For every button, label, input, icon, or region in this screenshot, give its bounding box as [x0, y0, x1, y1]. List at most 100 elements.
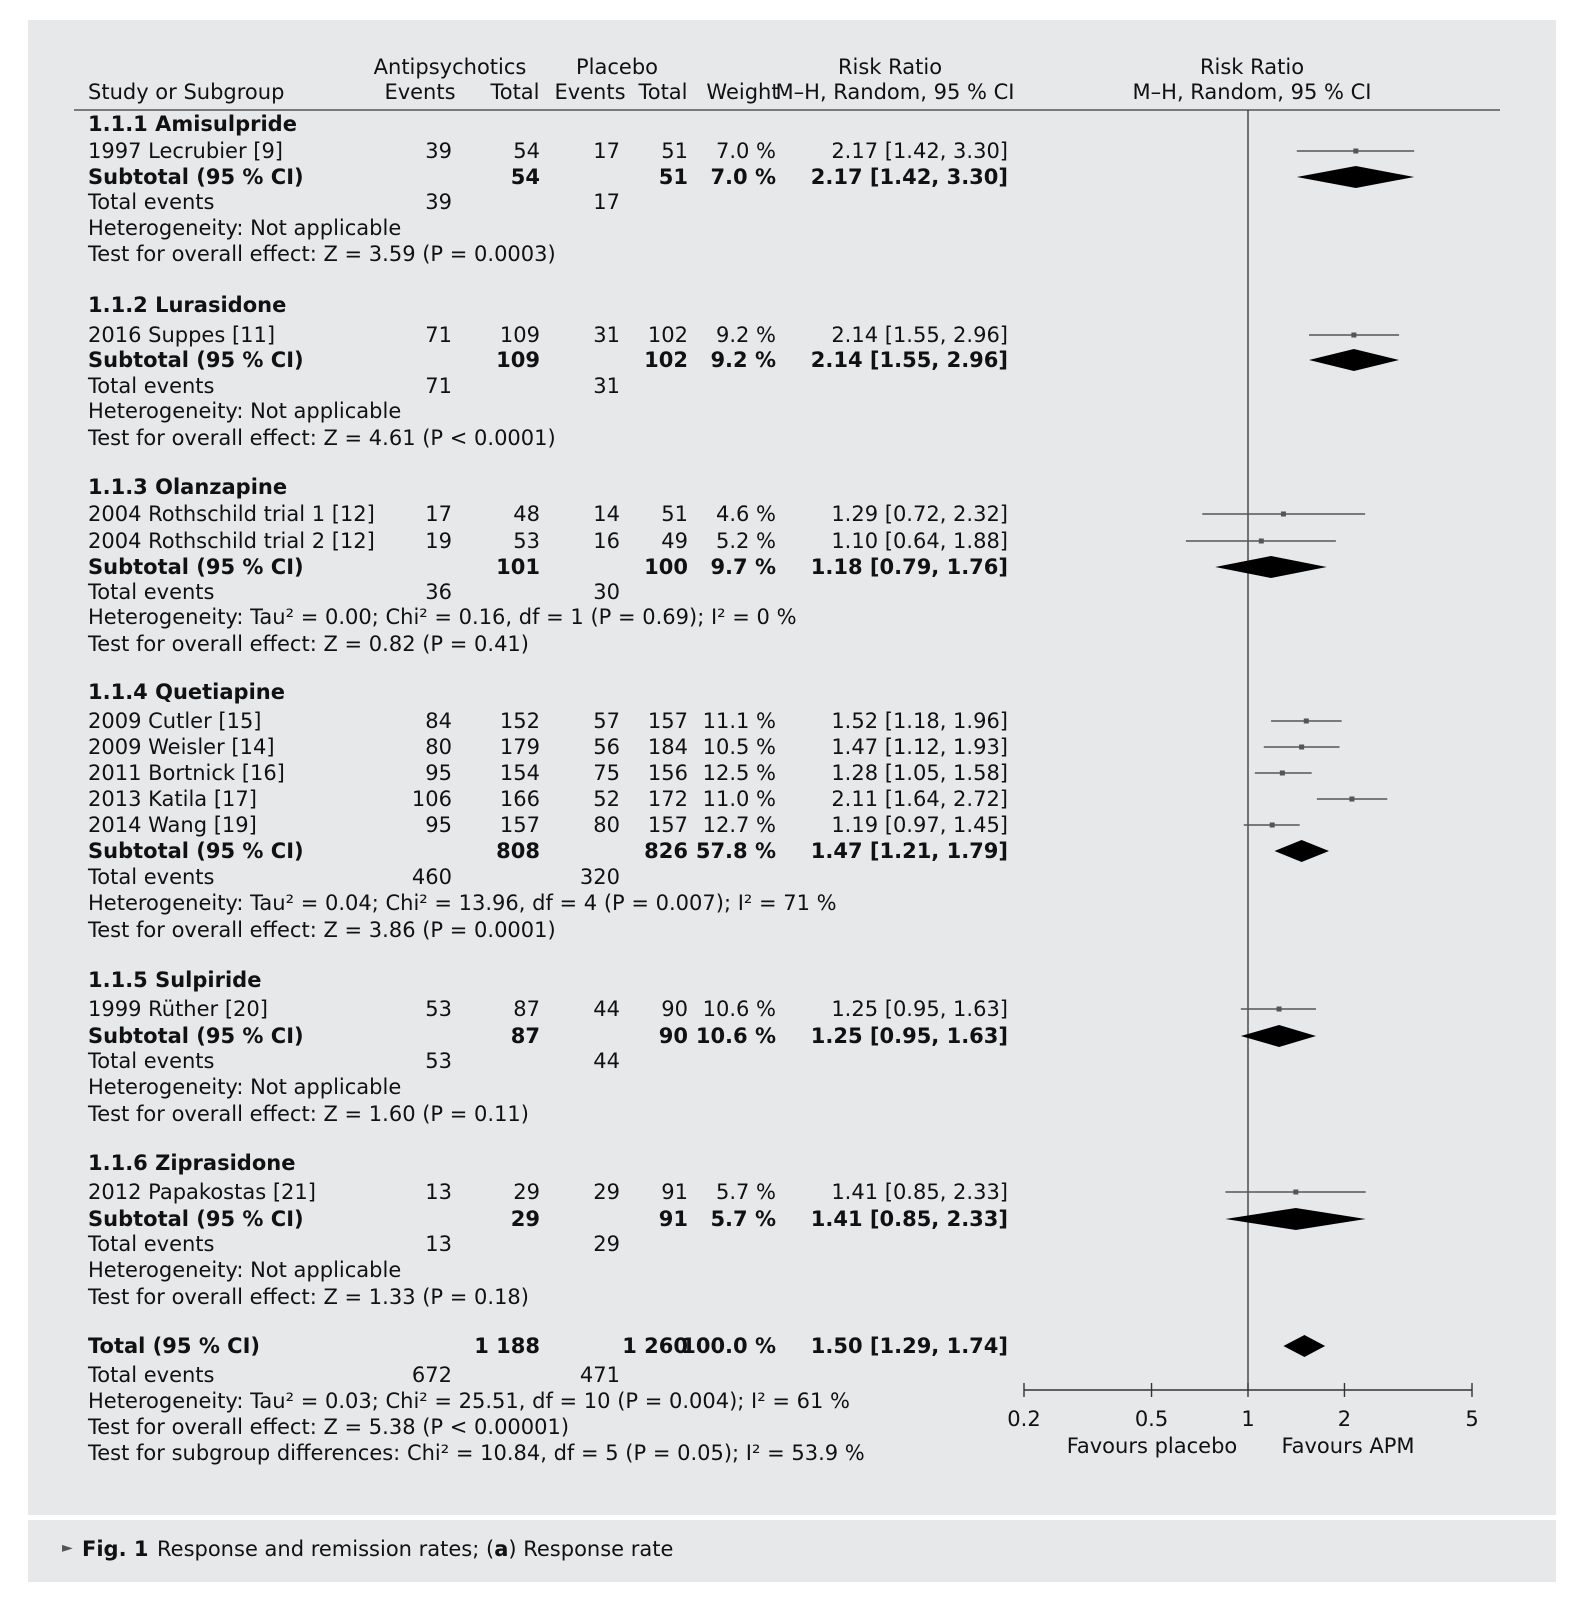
study-name: 1997 Lecrubier [9] — [88, 139, 283, 163]
subgroup-title: 1.1.1 Amisulpride — [88, 112, 297, 136]
overall-total-events-placebo: 471 — [580, 1363, 620, 1387]
study-risk-ratio: 1.47 [1.12, 1.93] — [831, 735, 1008, 759]
subtotal-label: Subtotal (95 % CI) — [88, 1024, 304, 1048]
overall-effect-text: Test for overall effect: Z = 0.82 (P = 0… — [87, 632, 529, 656]
study-weight: 10.6 % — [703, 997, 776, 1021]
subgroup-differences-text: Test for subgroup differences: Chi² = 10… — [87, 1441, 865, 1465]
header-rr-method: M–H, Random, 95 % CI — [776, 80, 1015, 104]
study-name: 2011 Bortnick [16] — [88, 761, 285, 785]
study-risk-ratio: 1.25 [0.95, 1.63] — [831, 997, 1008, 1021]
study-weight: 10.5 % — [703, 735, 776, 759]
point-estimate — [1279, 770, 1285, 776]
total-placebo: 51 — [661, 502, 688, 526]
heterogeneity-text: Heterogeneity: Not applicable — [88, 399, 401, 423]
favours-placebo-label: Favours placebo — [1067, 1434, 1238, 1458]
total-antipsychotics: 53 — [513, 529, 540, 553]
subtotal-weight: 10.6 % — [696, 1024, 776, 1048]
events-antipsychotics: 53 — [425, 997, 452, 1021]
study-risk-ratio: 1.10 [0.64, 1.88] — [831, 529, 1008, 553]
events-antipsychotics: 17 — [425, 502, 452, 526]
total-placebo: 172 — [648, 787, 688, 811]
subtotal-total-placebo: 826 — [644, 839, 688, 863]
total-antipsychotics: 29 — [513, 1180, 540, 1204]
pooled-diamond — [1274, 840, 1330, 862]
subtotal-label: Subtotal (95 % CI) — [88, 555, 304, 579]
x-tick-label: 5 — [1465, 1407, 1478, 1431]
subgroup-title: 1.1.6 Ziprasidone — [88, 1151, 295, 1175]
overall-effect-total-text: Test for overall effect: Z = 5.38 (P < 0… — [87, 1415, 569, 1439]
total-events-label: Total events — [87, 374, 214, 398]
events-placebo: 16 — [593, 529, 620, 553]
study-weight: 12.7 % — [703, 813, 776, 837]
pooled-diamond — [1283, 1335, 1326, 1357]
subtotal-label: Subtotal (95 % CI) — [88, 165, 304, 189]
subtotal-risk-ratio: 1.18 [0.79, 1.76] — [811, 555, 1008, 579]
subtotal-risk-ratio: 1.25 [0.95, 1.63] — [811, 1024, 1008, 1048]
caption-text: Response and remission rates; (a) Respon… — [157, 1537, 673, 1561]
total-label: Total (95 % CI) — [88, 1334, 260, 1358]
events-placebo: 80 — [593, 813, 620, 837]
total-placebo: 184 — [648, 735, 688, 759]
events-antipsychotics: 106 — [412, 787, 452, 811]
study-weight: 9.2 % — [716, 323, 776, 347]
heterogeneity-text: Heterogeneity: Tau² = 0.00; Chi² = 0.16,… — [88, 605, 797, 629]
total-events-placebo: 17 — [593, 190, 620, 214]
subtotal-total-antipsychotics: 109 — [496, 348, 540, 372]
study-name: 2004 Rothschild trial 2 [12] — [88, 529, 375, 553]
overall-heterogeneity-text: Heterogeneity: Tau² = 0.03; Chi² = 25.51… — [88, 1389, 850, 1413]
header-weight: Weight — [706, 80, 779, 104]
caption-panel-letter: a — [494, 1537, 509, 1561]
total-events-label: Total events — [87, 865, 214, 889]
total-events-placebo: 44 — [593, 1049, 620, 1073]
total-placebo: 157 — [648, 709, 688, 733]
header-events-placebo: Events — [554, 80, 625, 104]
subtotal-total-placebo: 91 — [659, 1207, 688, 1231]
x-tick-label: 0.2 — [1007, 1407, 1040, 1431]
total-events-label: Total events — [87, 580, 214, 604]
total-events-antipsychotics: 36 — [425, 580, 452, 604]
heterogeneity-text: Heterogeneity: Not applicable — [88, 216, 401, 240]
subtotal-weight: 9.2 % — [710, 348, 776, 372]
subtotal-risk-ratio: 2.14 [1.55, 2.96] — [811, 348, 1008, 372]
study-risk-ratio: 2.11 [1.64, 2.72] — [831, 787, 1008, 811]
caption-text-before: Response and remission rates; ( — [157, 1537, 495, 1561]
subtotal-total-antipsychotics: 29 — [511, 1207, 540, 1231]
total-events-antipsychotics: 39 — [425, 190, 452, 214]
study-name: 2016 Suppes [11] — [88, 323, 275, 347]
total-events-antipsychotics: 71 — [425, 374, 452, 398]
heterogeneity-text: Heterogeneity: Not applicable — [88, 1258, 401, 1282]
x-tick-label: 1 — [1241, 1407, 1254, 1431]
total-placebo: 51 — [661, 139, 688, 163]
point-estimate — [1280, 511, 1286, 517]
study-risk-ratio: 2.17 [1.42, 3.30] — [831, 139, 1008, 163]
total-events-antipsychotics: 13 — [425, 1232, 452, 1256]
total-placebo: 102 — [648, 323, 688, 347]
header-total-antipsychotics: Total — [489, 80, 539, 104]
header-risk-ratio: Risk Ratio — [838, 55, 942, 79]
study-weight: 12.5 % — [703, 761, 776, 785]
study-name: 2013 Katila [17] — [88, 787, 257, 811]
header-plot-risk-ratio: Risk Ratio — [1200, 55, 1304, 79]
total-placebo: 156 — [648, 761, 688, 785]
events-placebo: 31 — [593, 323, 620, 347]
caption-text-after: ) Response rate — [508, 1537, 674, 1561]
total-events-antipsychotics: 460 — [412, 865, 452, 889]
study-name: 1999 Rüther [20] — [88, 997, 268, 1021]
total-events-placebo: 31 — [593, 374, 620, 398]
subtotal-weight: 5.7 % — [710, 1207, 776, 1231]
events-placebo: 57 — [593, 709, 620, 733]
overall-effect-text: Test for overall effect: Z = 3.86 (P = 0… — [87, 918, 556, 942]
study-name: 2012 Papakostas [21] — [88, 1180, 316, 1204]
study-risk-ratio: 1.29 [0.72, 2.32] — [831, 502, 1008, 526]
study-weight: 4.6 % — [716, 502, 776, 526]
events-placebo: 52 — [593, 787, 620, 811]
subtotal-risk-ratio: 1.41 [0.85, 2.33] — [811, 1207, 1008, 1231]
study-name: 2009 Cutler [15] — [88, 709, 262, 733]
total-antipsychotics: 179 — [500, 735, 540, 759]
point-estimate — [1353, 148, 1359, 154]
total-placebo: 49 — [661, 529, 688, 553]
total-placebo: 90 — [661, 997, 688, 1021]
study-name: 2009 Weisler [14] — [88, 735, 275, 759]
overall-total-events-antipsychotics: 672 — [412, 1363, 452, 1387]
